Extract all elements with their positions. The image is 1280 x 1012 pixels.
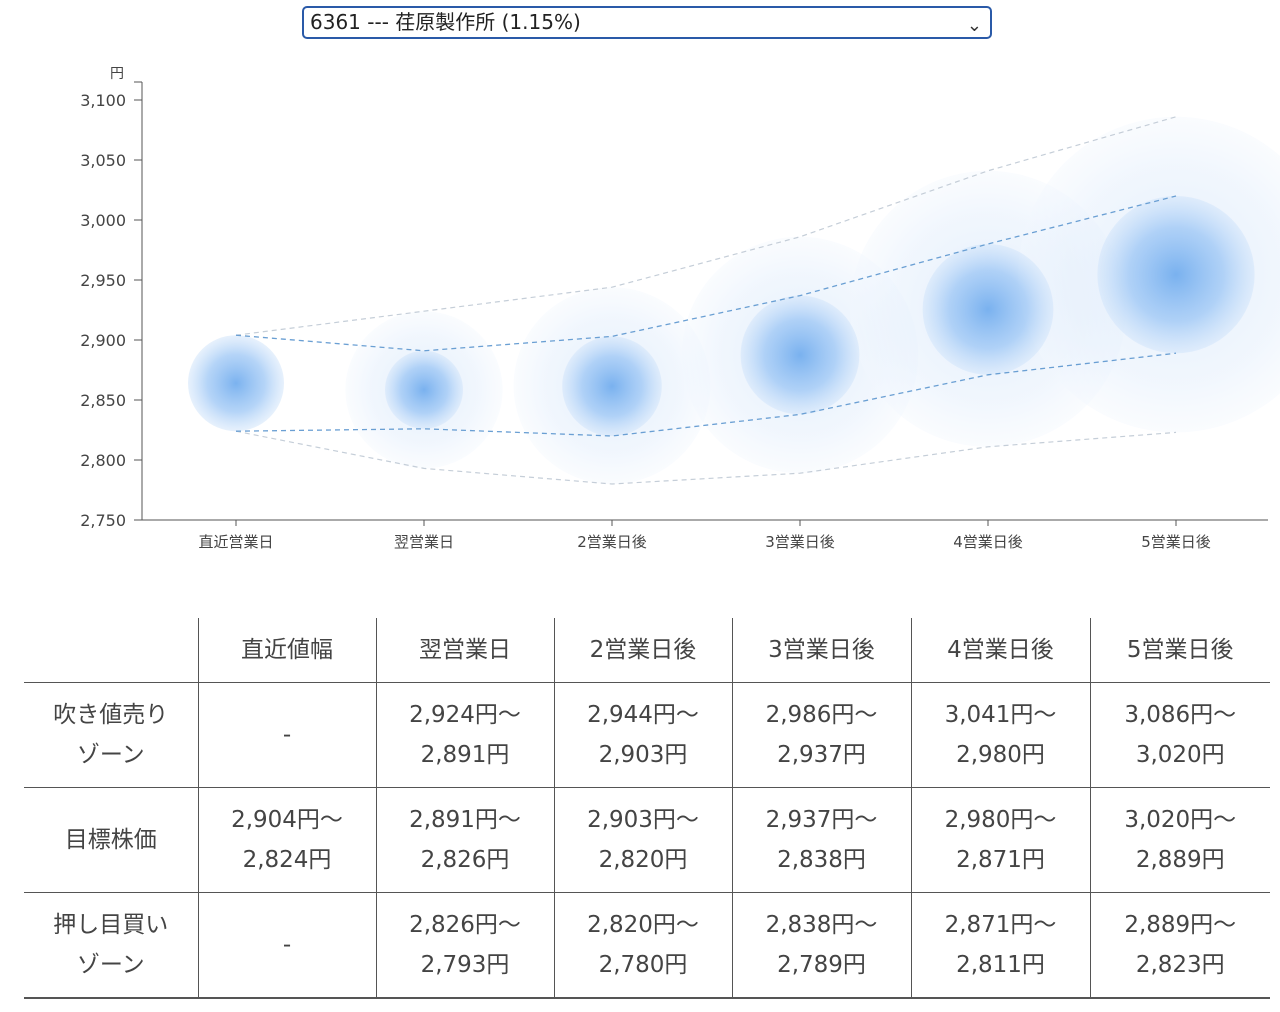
stock-select-value: 6361 --- 荏原製作所 (1.15%) <box>310 10 581 34</box>
header-cell-blank <box>24 618 199 683</box>
y-tick-label: 2,750 <box>80 511 126 530</box>
target-low-line <box>235 352 1177 437</box>
outer-high-line <box>235 116 1177 336</box>
table-cell: 2,904円〜 2,824円 <box>197 787 377 893</box>
row-label-target: 目標株価 <box>24 787 199 893</box>
row-label-buy-zone: 押し目買い ゾーン <box>24 892 199 999</box>
target-high-line <box>235 195 1177 352</box>
y-tick-label: 2,900 <box>80 331 126 350</box>
header-cell: 翌営業日 <box>375 618 555 683</box>
y-tick-label: 3,000 <box>80 211 126 230</box>
y-tick-label: 2,800 <box>80 451 126 470</box>
stock-select[interactable]: 6361 --- 荏原製作所 (1.15%) ⌄ <box>302 6 992 39</box>
table-cell: 2,838円〜 2,789円 <box>731 892 912 999</box>
y-tick-label: 2,850 <box>80 391 126 410</box>
table-cell: 2,903円〜 2,820円 <box>553 787 733 893</box>
axes: 円 2,750 2,800 2,850 2,900 2,950 3,000 3,050 3,10… <box>80 66 1268 551</box>
header-cell: 3営業日後 <box>731 618 912 683</box>
table-row-sell-zone: 吹き値売り ゾーン - 2,924円〜 2,891円 2,944円〜 2,903円 … <box>24 682 1270 788</box>
table-cell: - <box>197 892 377 999</box>
forecast-table: 直近値幅 翌営業日 2営業日後 3営業日後 4営業日後 5営業日後 吹き値売り … <box>24 618 1270 999</box>
table-cell: 2,871円〜 2,811円 <box>910 892 1091 999</box>
table-header-row: 直近値幅 翌営業日 2営業日後 3営業日後 4営業日後 5営業日後 <box>24 618 1270 683</box>
table-cell: 2,944円〜 2,903円 <box>553 682 733 788</box>
target-bubble <box>562 336 662 437</box>
x-tick-label: 4営業日後 <box>953 533 1023 551</box>
target-bubble <box>1097 196 1255 354</box>
table-cell: 2,937円〜 2,838円 <box>731 787 912 893</box>
target-bubble <box>922 244 1054 375</box>
table-row-buy-zone: 押し目買い ゾーン - 2,826円〜 2,793円 2,820円〜 2,780円 … <box>24 892 1270 999</box>
x-tick-label: 2営業日後 <box>577 533 647 551</box>
chevron-down-icon[interactable]: ⌄ <box>966 15 982 36</box>
table-cell: 2,924円〜 2,891円 <box>375 682 555 788</box>
y-tick-label: 2,950 <box>80 271 126 290</box>
target-bubble <box>740 295 860 415</box>
x-tick-label: 翌営業日 <box>394 533 454 551</box>
table-cell: 2,980円〜 2,871円 <box>910 787 1091 893</box>
table-cell: 3,086円〜 3,020円 <box>1089 682 1270 788</box>
header-cell: 5営業日後 <box>1089 618 1270 683</box>
x-tick-label: 直近営業日 <box>198 533 273 551</box>
header-cell: 2営業日後 <box>553 618 733 683</box>
table-row-target: 目標株価 2,904円〜 2,824円 2,891円〜 2,826円 2,903円〜… <box>24 787 1270 893</box>
x-tick-label: 5営業日後 <box>1141 533 1211 551</box>
table-cell: 2,986円〜 2,937円 <box>731 682 912 788</box>
y-tick-label: 3,100 <box>80 91 126 110</box>
plot-area <box>188 116 1280 485</box>
table-cell: 2,889円〜 2,823円 <box>1089 892 1270 999</box>
table-cell: 2,826円〜 2,793円 <box>375 892 555 999</box>
target-bubble <box>385 350 463 429</box>
row-label-sell-zone: 吹き値売り ゾーン <box>24 682 199 788</box>
x-tick-label: 3営業日後 <box>765 533 835 551</box>
y-axis-unit: 円 <box>110 66 124 82</box>
header-cell: 4営業日後 <box>910 618 1091 683</box>
table-cell: 3,020円〜 2,889円 <box>1089 787 1270 893</box>
table-cell: - <box>197 682 377 788</box>
target-bubble <box>188 335 284 432</box>
table-cell: 3,041円〜 2,980円 <box>910 682 1091 788</box>
header-cell: 直近値幅 <box>197 618 377 683</box>
forecast-chart: 円 2,750 2,800 2,850 2,900 2,950 3,000 3,050 3,10… <box>80 66 1280 551</box>
stock-select-wrap: 6361 --- 荏原製作所 (1.15%) ⌄ <box>302 6 992 39</box>
table-cell: 2,891円〜 2,826円 <box>375 787 555 893</box>
table-cell: 2,820円〜 2,780円 <box>553 892 733 999</box>
y-tick-label: 3,050 <box>80 151 126 170</box>
